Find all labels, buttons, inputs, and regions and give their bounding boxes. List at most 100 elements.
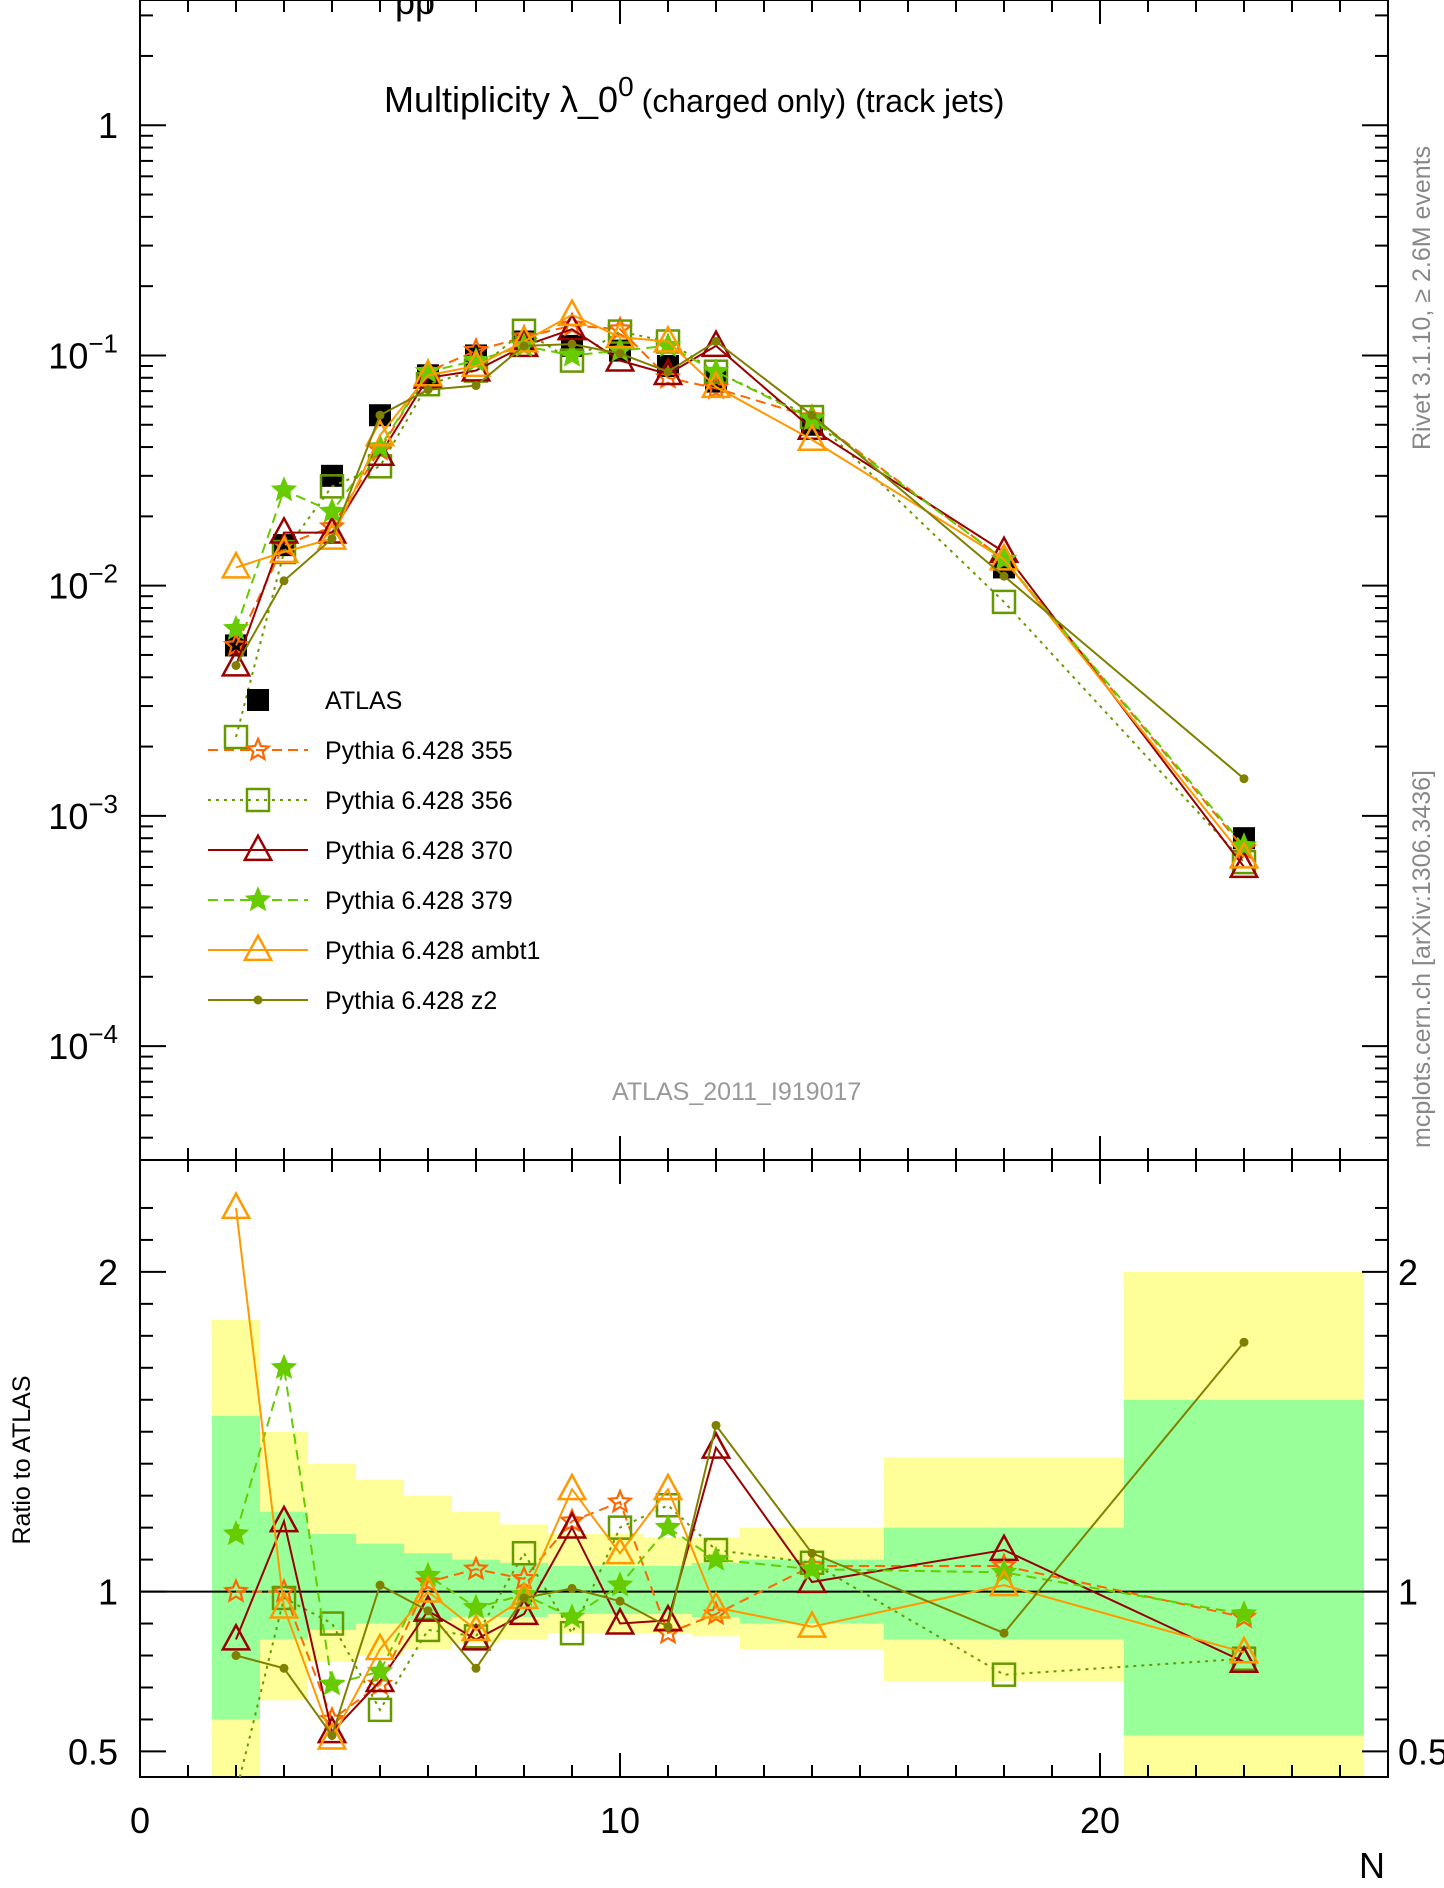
star-marker [606, 315, 634, 341]
triangle-marker [796, 1609, 828, 1638]
legend-label: Pythia 6.428 z2 [325, 987, 497, 1015]
square-marker [225, 1782, 247, 1804]
legend-label: Pythia 6.428 ambt1 [325, 937, 540, 965]
triangle-marker [604, 1536, 636, 1565]
dot-marker [615, 1596, 625, 1606]
triangle-marker [1228, 840, 1260, 869]
data-marker [247, 689, 269, 711]
square-marker [223, 724, 249, 750]
star-marker [558, 341, 586, 367]
triangle-marker [220, 648, 252, 677]
triangle-marker [220, 1191, 252, 1220]
dot-marker [231, 660, 241, 670]
triangle-marker [700, 329, 732, 358]
star-marker [798, 1555, 826, 1581]
triangle-marker [700, 1590, 732, 1619]
legend-label: ATLAS [325, 687, 402, 715]
triangle-marker [412, 358, 444, 387]
triangle-marker [700, 370, 732, 399]
series-line-main [235, 340, 1245, 780]
triangle-marker [508, 324, 540, 353]
axis-tick-labels: 0 10 20 1 10−1 10−2 10−3 10−4 2 2 1 1 0.5 0.5 [48, 105, 1444, 1841]
dot-marker [231, 1651, 241, 1661]
legend-label: Pythia 6.428 379 [325, 887, 513, 915]
triangle-marker [604, 1606, 636, 1635]
square-marker [245, 787, 271, 813]
dot-marker [253, 995, 263, 1005]
series-line-ratio [235, 1207, 1245, 1742]
star-marker [270, 476, 298, 502]
triangle-marker [796, 1565, 828, 1594]
dot-marker [1239, 1337, 1249, 1347]
legend-entry-atlas: ATLAS [247, 687, 402, 715]
triangle-marker [796, 422, 828, 451]
series-main-5 [231, 336, 1249, 784]
triangle-marker [460, 349, 492, 378]
star-marker [222, 614, 250, 640]
star-marker [462, 1555, 490, 1581]
title-sup: 0 [618, 71, 634, 102]
star-marker [222, 1577, 250, 1603]
legend-entry-3: Pythia 6.428 379 [208, 886, 513, 915]
triangle-marker [220, 550, 252, 579]
star-marker [462, 1593, 490, 1619]
triangle-marker [460, 1613, 492, 1642]
legend-entry-4: Pythia 6.428 ambt1 [208, 933, 540, 965]
triangle-marker [220, 1622, 252, 1651]
square-marker [511, 1540, 537, 1566]
star-marker [244, 736, 272, 762]
series-ratio-5 [231, 1337, 1249, 1740]
star-marker [606, 1488, 634, 1514]
dot-marker [615, 348, 625, 358]
star-marker [318, 497, 346, 523]
star-marker [606, 1571, 634, 1597]
x-tick-label: 0 [130, 1800, 150, 1841]
dot-marker [375, 410, 385, 420]
side-label-rivet: Rivet 3.1.10, ≥ 2.6M events [1408, 146, 1436, 450]
axis-ticks [139, 0, 1389, 1777]
star-marker [1230, 1600, 1258, 1626]
ratio-y-tick-label: 1 [98, 1572, 118, 1613]
star-marker [558, 311, 586, 337]
chart-title: Multiplicity λ_00 (charged only) (track j… [384, 71, 1004, 120]
dot-marker [999, 1628, 1009, 1638]
legend-label: Pythia 6.428 355 [325, 737, 513, 765]
triangle-marker [1228, 1645, 1260, 1674]
triangle-marker [242, 933, 274, 962]
legend-label: Pythia 6.428 370 [325, 837, 513, 865]
x-tick-label: 20 [1080, 1800, 1120, 1841]
triangle-marker [268, 1590, 300, 1619]
star-marker [244, 886, 272, 912]
y-tick-label: 1 [98, 105, 118, 146]
triangle-marker [268, 535, 300, 564]
main-plot-frame [139, 0, 1389, 1161]
dot-marker [327, 534, 337, 544]
legend-label: Pythia 6.428 356 [325, 787, 513, 815]
atlas-data [225, 330, 1255, 850]
ratio-y-tick-label-right: 2 [1398, 1252, 1418, 1293]
triangle-marker [412, 1593, 444, 1622]
triangle-marker [316, 521, 348, 550]
analysis-label: ATLAS_2011_I919017 [612, 1078, 861, 1106]
legend-entry-5: Pythia 6.428 z2 [208, 987, 497, 1015]
dot-marker [519, 341, 529, 351]
triangle-marker [268, 515, 300, 544]
star-marker [414, 1561, 442, 1587]
x-tick-label: 10 [600, 1800, 640, 1841]
series-main-0 [222, 311, 1258, 860]
triangle-marker [556, 1510, 588, 1539]
dot-marker [807, 410, 817, 420]
square-marker [415, 1617, 441, 1643]
triangle-marker [652, 1472, 684, 1501]
series-ratio-4 [220, 1191, 1260, 1750]
star-marker [222, 1520, 250, 1546]
star-marker [558, 1603, 586, 1629]
y-tick-label: 10−1 [48, 328, 118, 376]
dot-marker [663, 1622, 673, 1632]
triangle-marker [412, 1574, 444, 1603]
star-marker [366, 1657, 394, 1683]
green-band-13 [1124, 1399, 1364, 1736]
dot-marker [663, 367, 673, 377]
dot-marker [567, 1583, 577, 1593]
ratio-y-tick-label-right: 0.5 [1398, 1731, 1444, 1772]
